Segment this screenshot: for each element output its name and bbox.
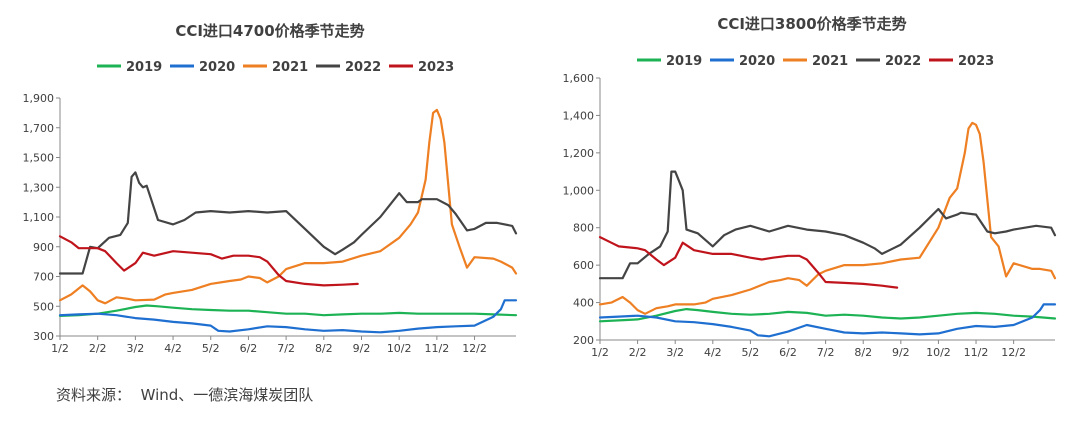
legend-label-2021: 2021 [272, 60, 308, 75]
chart-title: CCI进口3800价格季节走势 [717, 15, 906, 33]
y-tick-label: 1,400 [563, 109, 595, 122]
x-tick-label: 8/2 [854, 346, 872, 359]
legend-label-2020: 2020 [739, 54, 775, 69]
series-line-2019 [58, 304, 518, 317]
chart-cci-3800: CCI进口3800价格季节走势 2019 2020 2021 2022 2023 200 40… [563, 15, 1057, 359]
series-line-2020 [58, 299, 518, 334]
legend-label-2020: 2020 [199, 60, 235, 75]
chart-title: CCI进口4700价格季节走势 [175, 22, 364, 40]
x-tick-label: 10/2 [387, 342, 412, 355]
source-text: Wind、一德滨海煤炭团队 [140, 386, 314, 404]
y-tick-label: 1,900 [23, 92, 55, 105]
y-tick-label: 500 [33, 300, 54, 313]
x-tick-label: 2/2 [89, 342, 107, 355]
series-line-2022 [58, 171, 518, 275]
y-tick-label: 1,500 [23, 152, 55, 165]
source-label: 资料来源： [56, 386, 132, 404]
series-line-2021 [58, 108, 518, 305]
x-tick-label: 11/2 [425, 342, 450, 355]
series-line-2023 [58, 235, 359, 287]
y-tick-label: 400 [573, 297, 594, 310]
y-tick-label: 200 [573, 334, 594, 347]
x-tick-label: 12/2 [1001, 346, 1026, 359]
legend-label-2023: 2023 [958, 54, 994, 69]
y-tick-label: 800 [573, 222, 594, 235]
legend-label-2022: 2022 [885, 54, 921, 69]
y-tick-label: 600 [573, 259, 594, 272]
x-tick-label: 8/2 [315, 342, 333, 355]
legend-label-2019: 2019 [126, 60, 162, 75]
y-tick-label: 900 [33, 241, 54, 254]
y-tick-label: 1,300 [23, 181, 55, 194]
series-line-2021 [598, 121, 1057, 315]
x-tick-label: 3/2 [666, 346, 684, 359]
x-tick-label: 1/2 [51, 342, 69, 355]
x-tick-label: 11/2 [964, 346, 989, 359]
x-tick-label: 5/2 [202, 342, 220, 355]
x-tick-label: 6/2 [240, 342, 258, 355]
x-tick-label: 9/2 [892, 346, 910, 359]
legend-label-2019: 2019 [666, 54, 702, 69]
y-tick-label: 1,200 [563, 147, 595, 160]
y-tick-label: 1,100 [23, 211, 55, 224]
x-tick-label: 10/2 [926, 346, 951, 359]
x-tick-label: 3/2 [127, 342, 145, 355]
series-line-2022 [598, 170, 1057, 280]
x-tick-label: 9/2 [353, 342, 371, 355]
y-tick-label: 1,700 [23, 122, 55, 135]
source-note: 资料来源： Wind、一德滨海煤炭团队 [56, 384, 313, 405]
series-line-2019 [598, 308, 1057, 323]
charts-canvas: CCI进口4700价格季节走势 2019 2020 2021 2022 2023 300 50… [23, 15, 1057, 359]
x-tick-label: 12/2 [462, 342, 487, 355]
y-tick-label: 1,000 [563, 184, 595, 197]
legend-label-2022: 2022 [345, 60, 381, 75]
x-tick-label: 2/2 [629, 346, 647, 359]
x-tick-label: 6/2 [779, 346, 797, 359]
legend-label-2021: 2021 [812, 54, 848, 69]
y-tick-label: 1,600 [563, 72, 595, 85]
y-tick-label: 300 [33, 330, 54, 343]
x-tick-label: 4/2 [704, 346, 722, 359]
series-line-2020 [598, 303, 1057, 338]
series-line-2023 [598, 236, 899, 289]
x-tick-label: 7/2 [817, 346, 835, 359]
chart-cci-4700: CCI进口4700价格季节走势 2019 2020 2021 2022 2023 300 50… [23, 22, 518, 355]
x-tick-label: 1/2 [591, 346, 609, 359]
x-tick-label: 7/2 [277, 342, 295, 355]
legend-label-2023: 2023 [418, 60, 454, 75]
x-tick-label: 5/2 [742, 346, 760, 359]
x-tick-label: 4/2 [164, 342, 182, 355]
y-tick-label: 700 [33, 271, 54, 284]
